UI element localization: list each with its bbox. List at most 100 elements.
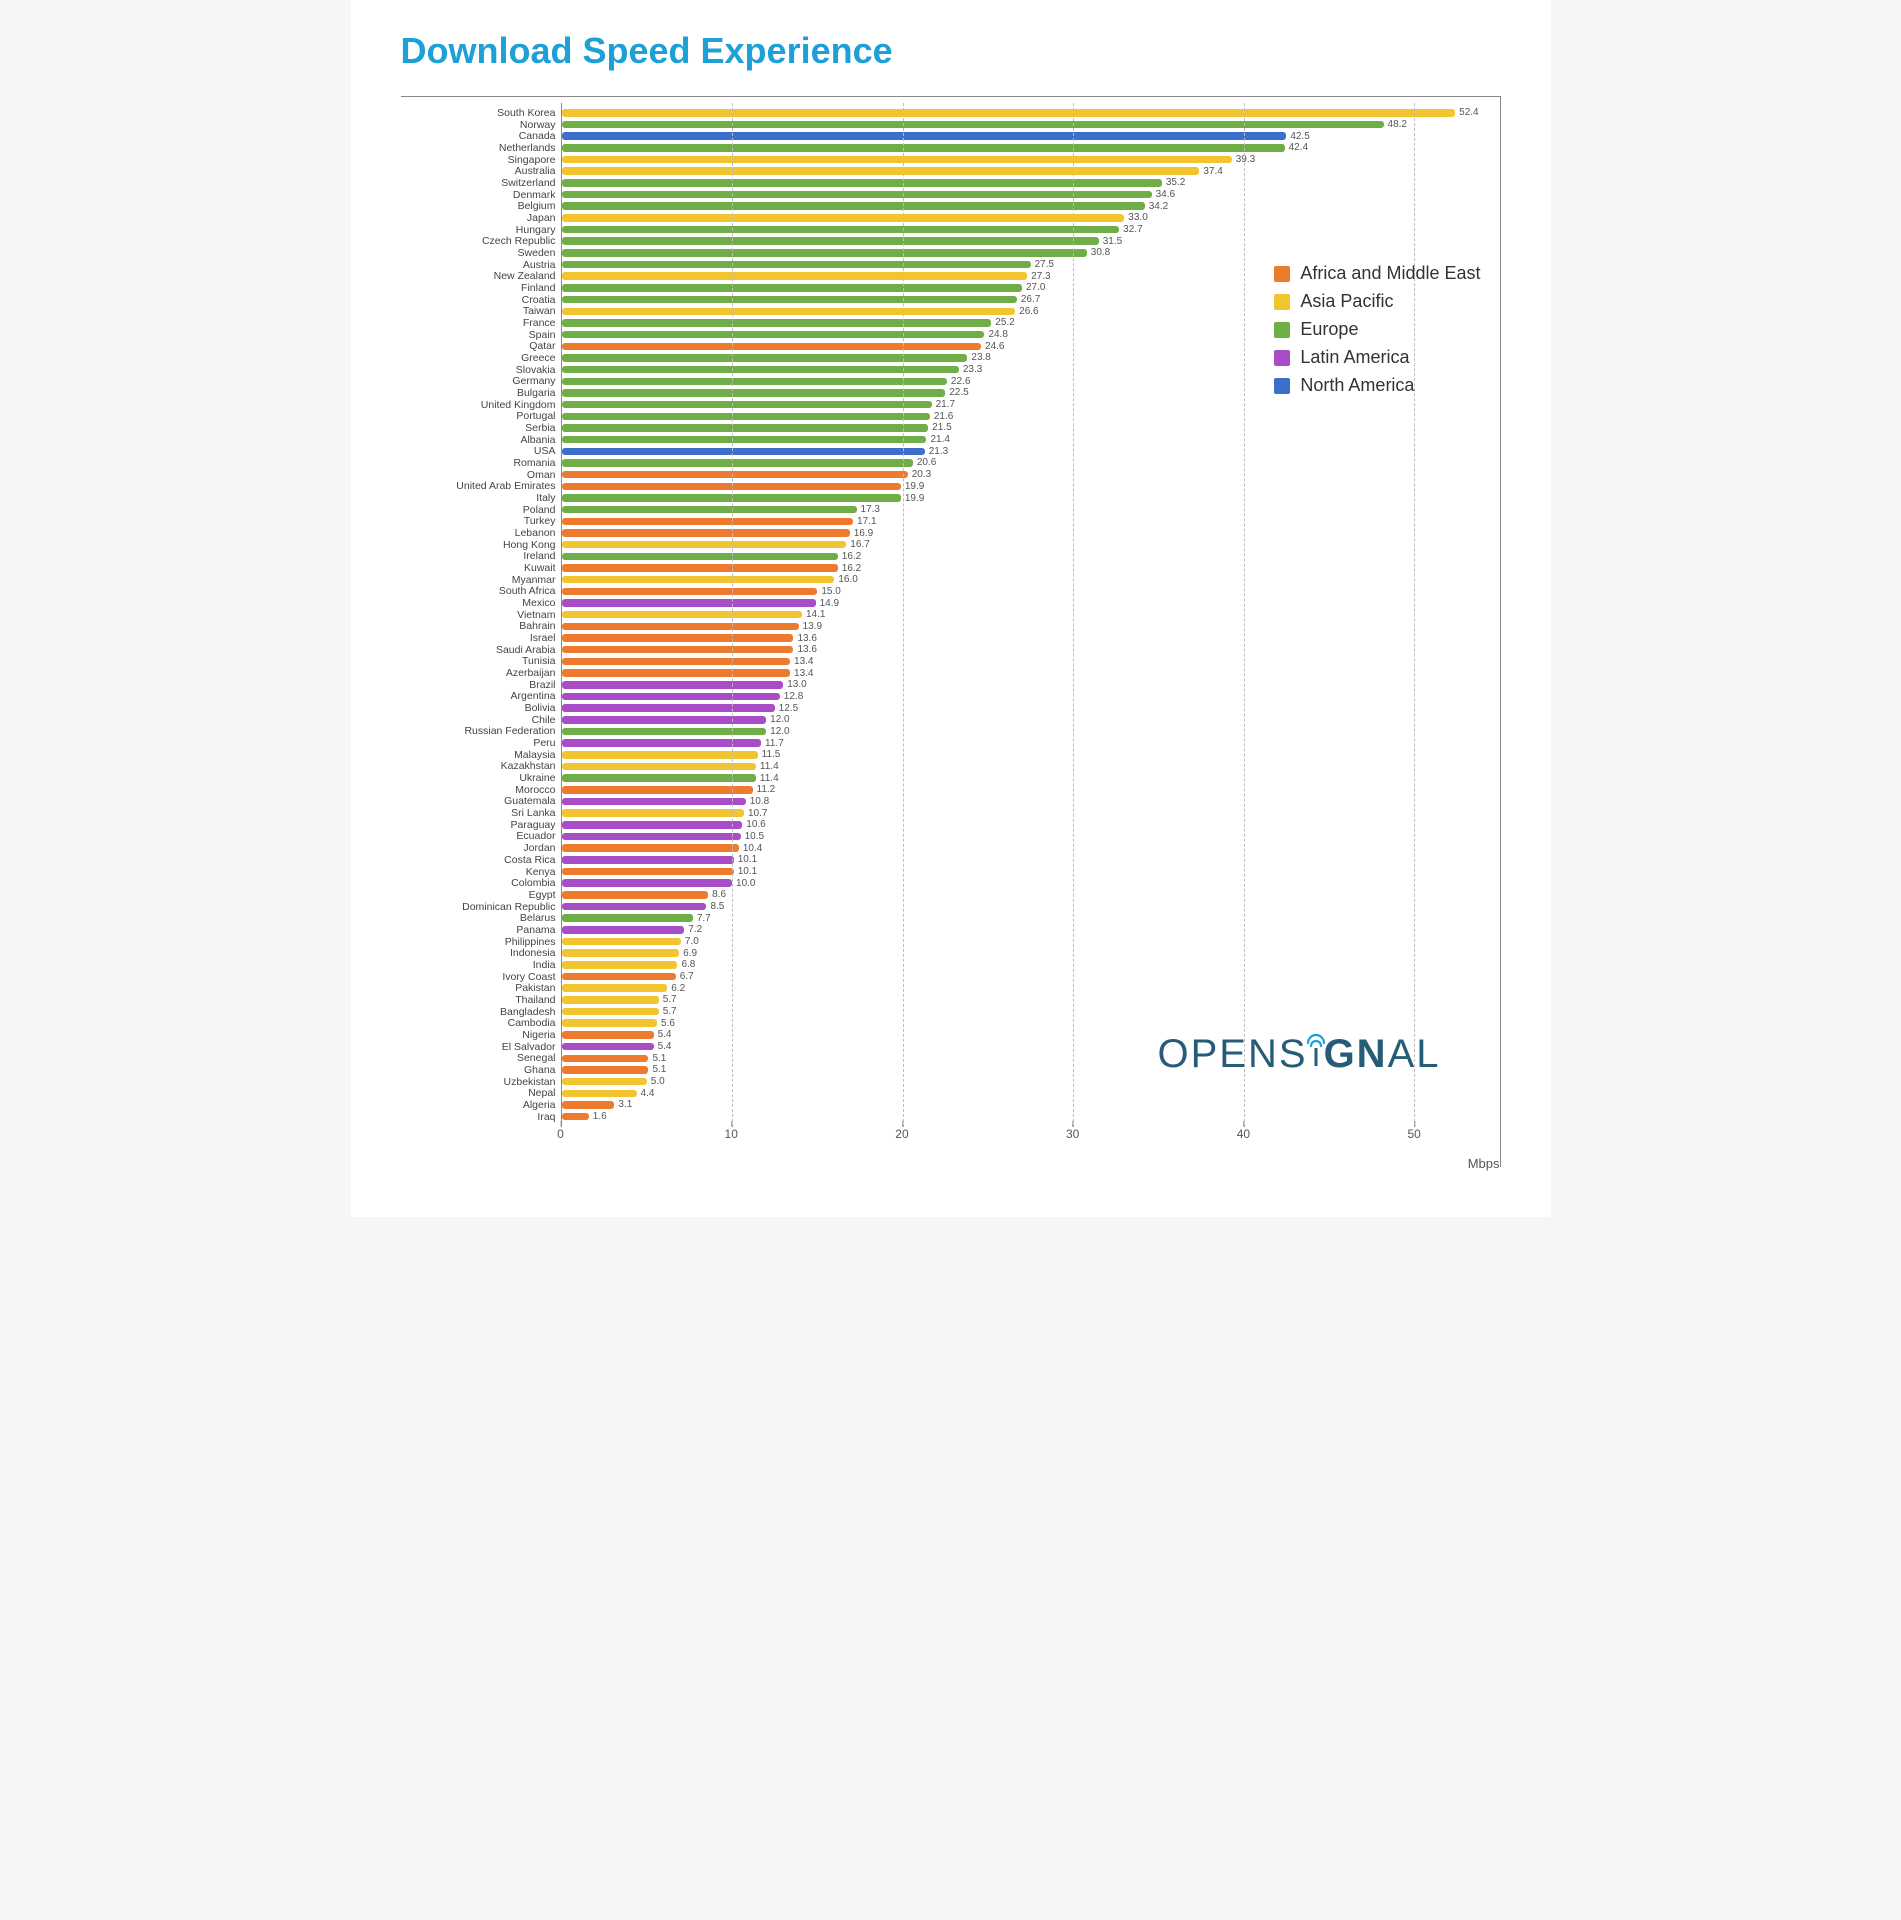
bar [562, 938, 681, 946]
country-label: Sweden [402, 247, 562, 259]
legend-item: Latin America [1274, 344, 1480, 372]
page-title: Download Speed Experience [401, 30, 1501, 72]
bar-row: Philippines7.0 [562, 936, 1500, 948]
legend-swatch [1274, 350, 1290, 366]
bar-value: 23.8 [967, 352, 990, 363]
bar-value: 26.6 [1015, 306, 1038, 317]
bar [562, 903, 707, 911]
bar [562, 868, 734, 876]
bar-value: 11.4 [756, 761, 779, 772]
bar [562, 833, 741, 841]
legend-swatch [1274, 378, 1290, 394]
bar [562, 1101, 615, 1109]
bar-value: 37.4 [1199, 166, 1222, 177]
bar-value: 26.7 [1017, 294, 1040, 305]
bar-value: 12.5 [775, 703, 798, 714]
bar-value: 5.4 [654, 1029, 672, 1040]
x-tick: 40 [1237, 1127, 1250, 1141]
bar [562, 809, 744, 817]
bar [562, 144, 1285, 152]
country-label: Netherlands [402, 142, 562, 154]
bar [562, 249, 1087, 257]
bar [562, 774, 756, 782]
bar-value: 19.9 [901, 481, 924, 492]
bar-row: Italy19.9 [562, 492, 1500, 504]
bar-row: Ukraine11.4 [562, 772, 1500, 784]
bar [562, 1031, 654, 1039]
bar-value: 21.7 [932, 399, 955, 410]
bar [562, 658, 791, 666]
country-label: South Korea [402, 107, 562, 119]
bar [562, 331, 985, 339]
country-label: Azerbaijan [402, 667, 562, 679]
country-label: Hong Kong [402, 539, 562, 551]
country-label: Spain [402, 329, 562, 341]
country-label: Hungary [402, 224, 562, 236]
bar-row: Costa Rica10.1 [562, 854, 1500, 866]
bar-row: Chile12.0 [562, 714, 1500, 726]
plot-area: South Korea52.4Norway48.2Canada42.5Nethe… [561, 103, 1500, 1127]
bar-value: 7.7 [693, 913, 711, 924]
bar-row: Myanmar16.0 [562, 574, 1500, 586]
country-label: Taiwan [402, 305, 562, 317]
brand-logo: OPENS GNAL [1158, 1032, 1441, 1077]
country-label: South Africa [402, 585, 562, 597]
bar-value: 17.1 [853, 516, 876, 527]
bar [562, 669, 791, 677]
bar-row: South Africa15.0 [562, 586, 1500, 598]
country-label: Israel [402, 632, 562, 644]
bar [562, 237, 1099, 245]
country-label: Denmark [402, 189, 562, 201]
bar [562, 109, 1456, 117]
bar-value: 13.6 [793, 644, 816, 655]
bar-value: 33.0 [1124, 212, 1147, 223]
bar [562, 366, 959, 374]
gridline [903, 103, 904, 1127]
country-label: Brazil [402, 679, 562, 691]
bar-row: Brazil13.0 [562, 679, 1500, 691]
bar-row: Netherlands42.4 [562, 142, 1500, 154]
country-label: Turkey [402, 515, 562, 527]
legend-item: North America [1274, 372, 1480, 400]
bar [562, 354, 968, 362]
bar-row: Jordan10.4 [562, 842, 1500, 854]
bar-value: 10.6 [742, 819, 765, 830]
bar-value: 21.3 [925, 446, 948, 457]
bar-row: Pakistan6.2 [562, 982, 1500, 994]
legend-label: Latin America [1300, 344, 1409, 372]
bar [562, 1066, 649, 1074]
bar-value: 34.6 [1152, 189, 1175, 200]
x-axis: Mbps 01020304050 [561, 1127, 1500, 1167]
bar-value: 5.1 [648, 1053, 666, 1064]
country-label: USA [402, 445, 562, 457]
bar-row: Vietnam14.1 [562, 609, 1500, 621]
bar-value: 8.6 [708, 889, 726, 900]
bar [562, 984, 668, 992]
bar [562, 471, 908, 479]
bar-row: Oman20.3 [562, 469, 1500, 481]
country-label: Saudi Arabia [402, 644, 562, 656]
country-label: Belgium [402, 200, 562, 212]
country-label: Bangladesh [402, 1006, 562, 1018]
country-label: Kenya [402, 866, 562, 878]
bar-row: Indonesia6.9 [562, 947, 1500, 959]
bar [562, 949, 680, 957]
bar-value: 16.9 [850, 528, 873, 539]
bar-value: 11.5 [758, 749, 781, 760]
bar [562, 879, 733, 887]
bar [562, 506, 857, 514]
bar-row: Malaysia11.5 [562, 749, 1500, 761]
bar-value: 10.1 [734, 866, 757, 877]
country-label: Germany [402, 375, 562, 387]
bar-value: 14.9 [816, 598, 839, 609]
bar-value: 20.3 [908, 469, 931, 480]
bar-row: Mexico14.9 [562, 597, 1500, 609]
bar-value: 5.4 [654, 1041, 672, 1052]
bar-row: Albania21.4 [562, 434, 1500, 446]
bar [562, 202, 1145, 210]
bar [562, 798, 746, 806]
country-label: Oman [402, 469, 562, 481]
country-label: Qatar [402, 340, 562, 352]
bar-value: 23.3 [959, 364, 982, 375]
country-label: Portugal [402, 410, 562, 422]
